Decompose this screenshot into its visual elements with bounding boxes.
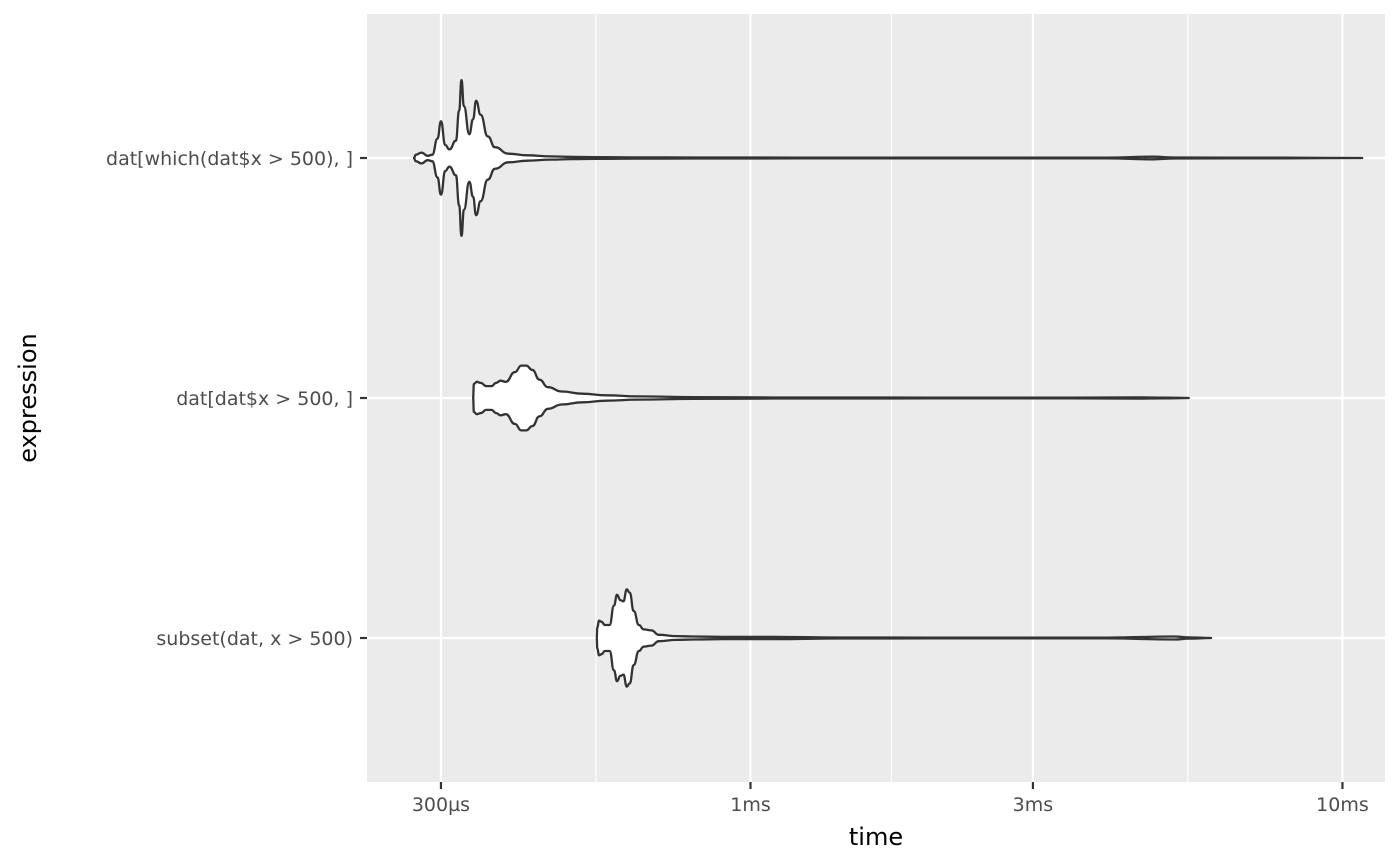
y-tick-label-dat-which-dat-x-500: dat[which(dat$x > 500), ] (106, 148, 353, 170)
y-axis-title: expression (14, 333, 42, 462)
y-tick-label-dat-dat-x-500: dat[dat$x > 500, ] (176, 388, 353, 410)
y-axis: dat[which(dat$x > 500), ] dat[dat$x > 500… (106, 148, 367, 650)
x-axis-title: time (849, 823, 903, 851)
x-tick-label-10ms: 10ms (1316, 794, 1369, 816)
violin-layer (412, 79, 1364, 688)
violin-subset-dat-x-500 (595, 588, 1213, 688)
x-axis: 300µs 1ms 3ms 10ms (412, 782, 1369, 816)
violin-dat-dat-x-500 (471, 364, 1190, 432)
y-tick-label-subset-dat-x-500: subset(dat, x > 500) (156, 628, 353, 650)
x-tick-label-300-s: 300µs (412, 794, 470, 816)
x-tick-label-1ms: 1ms (730, 794, 771, 816)
violin-dat-which-dat-x-500 (412, 79, 1364, 237)
x-tick-label-3ms: 3ms (1013, 794, 1054, 816)
